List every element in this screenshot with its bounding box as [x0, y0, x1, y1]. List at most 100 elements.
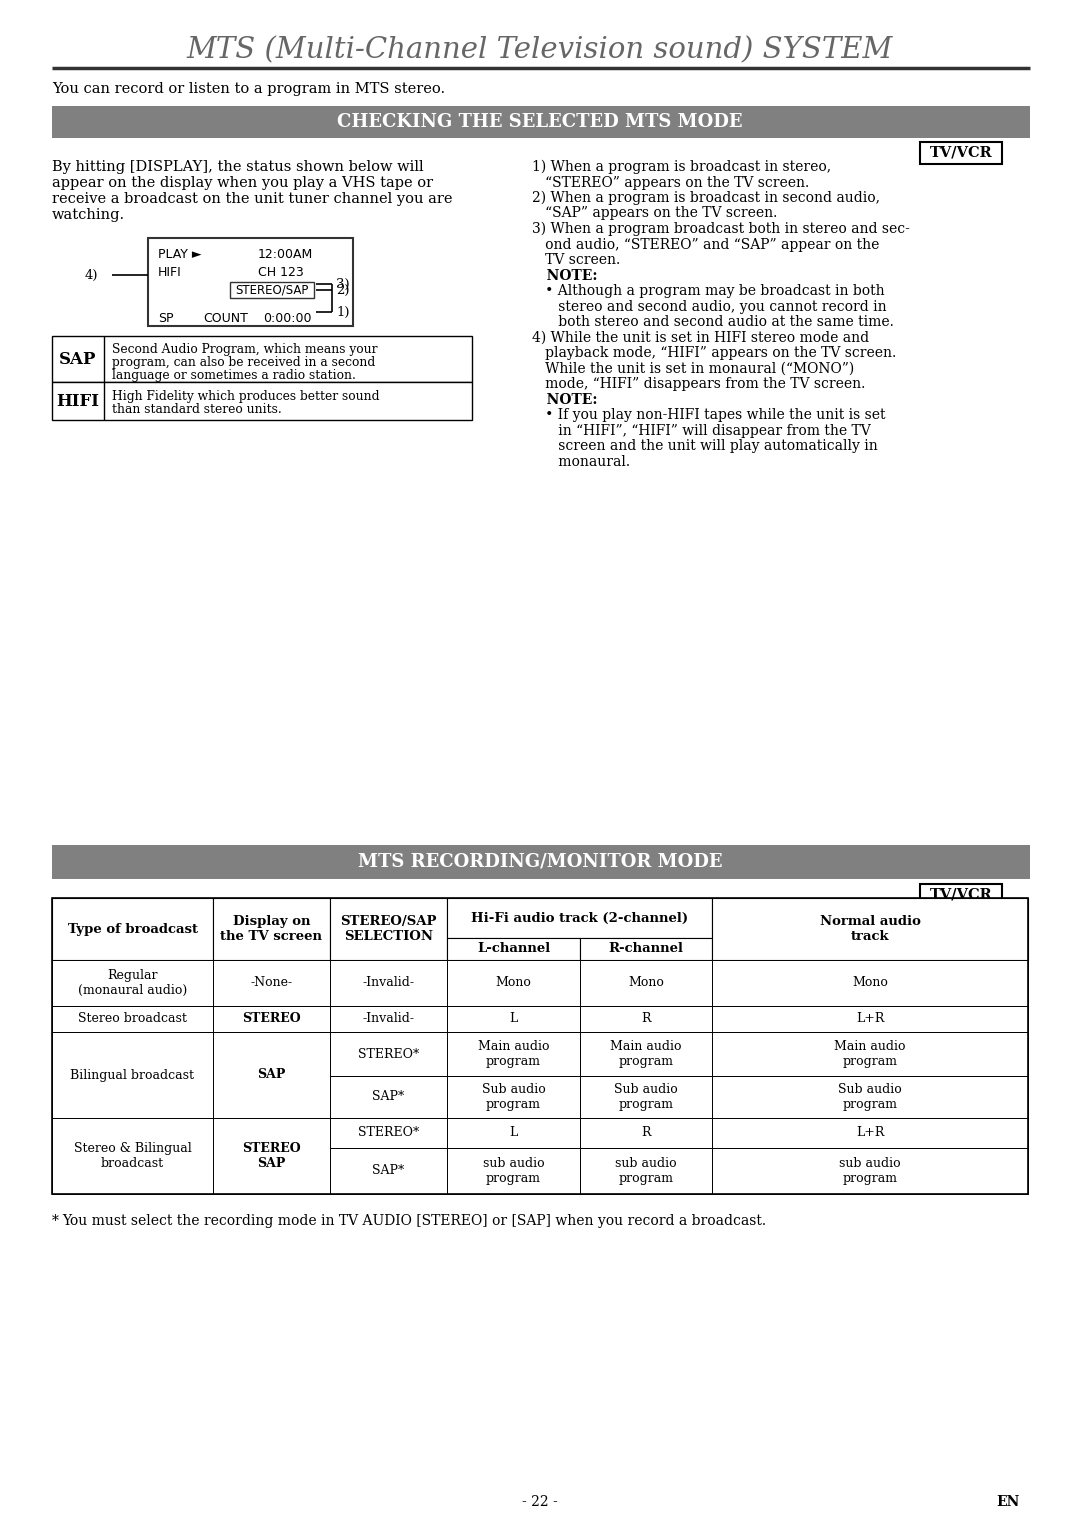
- Text: STEREO/SAP: STEREO/SAP: [235, 284, 309, 296]
- Text: both stereo and second audio at the same time.: both stereo and second audio at the same…: [532, 314, 894, 330]
- Text: STEREO
SAP: STEREO SAP: [242, 1141, 301, 1170]
- Bar: [330, 1076, 447, 1119]
- Text: watching.: watching.: [52, 208, 125, 221]
- Text: playback mode, “HIFI” appears on the TV screen.: playback mode, “HIFI” appears on the TV …: [532, 346, 896, 360]
- Text: STEREO*: STEREO*: [357, 1047, 419, 1061]
- Text: Mono: Mono: [496, 977, 531, 989]
- Bar: [447, 938, 580, 960]
- Text: 3): 3): [336, 278, 350, 290]
- Bar: [52, 1006, 213, 1032]
- Text: CHECKING THE SELECTED MTS MODE: CHECKING THE SELECTED MTS MODE: [337, 113, 743, 131]
- Text: PLAY ►: PLAY ►: [158, 249, 202, 261]
- Text: -Invalid-: -Invalid-: [363, 1012, 415, 1025]
- Text: mode, “HIFI” disappears from the TV screen.: mode, “HIFI” disappears from the TV scre…: [532, 377, 865, 391]
- Bar: [213, 960, 330, 1006]
- Text: Main audio
program: Main audio program: [477, 1041, 550, 1068]
- Text: STEREO*: STEREO*: [357, 1126, 419, 1140]
- Bar: [230, 282, 314, 298]
- Bar: [52, 336, 472, 382]
- Text: Bilingual broadcast: Bilingual broadcast: [70, 1068, 194, 1082]
- Text: SAP*: SAP*: [373, 1091, 405, 1103]
- Text: NOTE:: NOTE:: [532, 392, 597, 406]
- Bar: [52, 960, 213, 1006]
- Text: Mono: Mono: [629, 977, 664, 989]
- Text: sub audio
program: sub audio program: [616, 1157, 677, 1186]
- Text: Second Audio Program, which means your: Second Audio Program, which means your: [112, 343, 378, 356]
- Bar: [712, 1006, 1028, 1032]
- Bar: [580, 960, 712, 1006]
- Bar: [213, 1119, 330, 1193]
- Bar: [52, 897, 213, 960]
- Bar: [52, 382, 472, 420]
- Bar: [213, 1006, 330, 1032]
- Bar: [712, 897, 1028, 960]
- Bar: [52, 845, 1030, 879]
- Bar: [447, 1006, 580, 1032]
- Text: 1): 1): [336, 305, 350, 319]
- Bar: [213, 1032, 330, 1119]
- Text: TV/VCR: TV/VCR: [930, 888, 993, 902]
- Text: “SAP” appears on the TV screen.: “SAP” appears on the TV screen.: [532, 206, 778, 220]
- Text: 0:00:00: 0:00:00: [264, 311, 311, 325]
- Text: Main audio
program: Main audio program: [834, 1041, 906, 1068]
- Text: program, can also be received in a second: program, can also be received in a secon…: [112, 356, 375, 369]
- Bar: [712, 960, 1028, 1006]
- Bar: [712, 1076, 1028, 1119]
- Bar: [330, 960, 447, 1006]
- Bar: [447, 1119, 580, 1148]
- Text: sub audio
program: sub audio program: [839, 1157, 901, 1186]
- Bar: [52, 105, 1030, 137]
- Text: Normal audio
track: Normal audio track: [820, 916, 920, 943]
- Text: L: L: [510, 1012, 517, 1025]
- Bar: [447, 1148, 580, 1193]
- Text: 3) When a program broadcast both in stereo and sec-: 3) When a program broadcast both in ster…: [532, 221, 909, 237]
- Bar: [580, 1119, 712, 1148]
- Bar: [712, 1032, 1028, 1076]
- Text: - 22 -: - 22 -: [522, 1495, 558, 1509]
- Text: SAP: SAP: [257, 1068, 286, 1082]
- Bar: [580, 1032, 712, 1076]
- Bar: [447, 1032, 580, 1076]
- Text: than standard stereo units.: than standard stereo units.: [112, 403, 282, 417]
- Text: 4) While the unit is set in HIFI stereo mode and: 4) While the unit is set in HIFI stereo …: [532, 331, 869, 345]
- Bar: [580, 1006, 712, 1032]
- Text: STEREO: STEREO: [242, 1012, 301, 1025]
- Bar: [330, 1006, 447, 1032]
- Text: L+R: L+R: [855, 1126, 885, 1140]
- Text: in “HIFI”, “HIFI” will disappear from the TV: in “HIFI”, “HIFI” will disappear from th…: [532, 424, 870, 438]
- Text: HIFI: HIFI: [158, 266, 181, 279]
- Text: 2): 2): [336, 284, 350, 296]
- Text: “STEREO” appears on the TV screen.: “STEREO” appears on the TV screen.: [532, 175, 809, 189]
- Bar: [52, 1032, 213, 1119]
- Text: *: *: [52, 1215, 59, 1228]
- Text: monaural.: monaural.: [532, 455, 630, 468]
- Bar: [213, 897, 330, 960]
- Bar: [712, 1148, 1028, 1193]
- Text: 4): 4): [84, 269, 98, 281]
- Text: MTS (Multi-Channel Television sound) SYSTEM: MTS (Multi-Channel Television sound) SYS…: [187, 37, 893, 64]
- Bar: [920, 884, 1002, 906]
- Text: You must select the recording mode in TV AUDIO [STEREO] or [SAP] when you record: You must select the recording mode in TV…: [62, 1215, 766, 1228]
- Text: Mono: Mono: [852, 977, 888, 989]
- Bar: [148, 238, 353, 327]
- Text: COUNT: COUNT: [203, 311, 248, 325]
- Text: R: R: [642, 1012, 651, 1025]
- Text: -Invalid-: -Invalid-: [363, 977, 415, 989]
- Text: MTS RECORDING/MONITOR MODE: MTS RECORDING/MONITOR MODE: [357, 853, 723, 871]
- Bar: [447, 897, 712, 938]
- Text: HIFI: HIFI: [56, 392, 99, 409]
- Text: screen and the unit will play automatically in: screen and the unit will play automatica…: [532, 439, 878, 453]
- Text: STEREO/SAP
SELECTION: STEREO/SAP SELECTION: [340, 916, 436, 943]
- Text: 1) When a program is broadcast in stereo,: 1) When a program is broadcast in stereo…: [532, 160, 832, 174]
- Text: SAP: SAP: [59, 351, 97, 368]
- Bar: [920, 142, 1002, 163]
- Text: sub audio
program: sub audio program: [483, 1157, 544, 1186]
- Text: Regular
(monaural audio): Regular (monaural audio): [78, 969, 187, 996]
- Text: Sub audio
program: Sub audio program: [615, 1083, 678, 1111]
- Text: ond audio, “STEREO” and “SAP” appear on the: ond audio, “STEREO” and “SAP” appear on …: [532, 238, 879, 252]
- Text: You can record or listen to a program in MTS stereo.: You can record or listen to a program in…: [52, 82, 445, 96]
- Text: NOTE:: NOTE:: [532, 269, 597, 282]
- Text: -None-: -None-: [251, 977, 293, 989]
- Text: SP: SP: [158, 311, 174, 325]
- Text: • If you play non-HIFI tapes while the unit is set: • If you play non-HIFI tapes while the u…: [532, 407, 886, 423]
